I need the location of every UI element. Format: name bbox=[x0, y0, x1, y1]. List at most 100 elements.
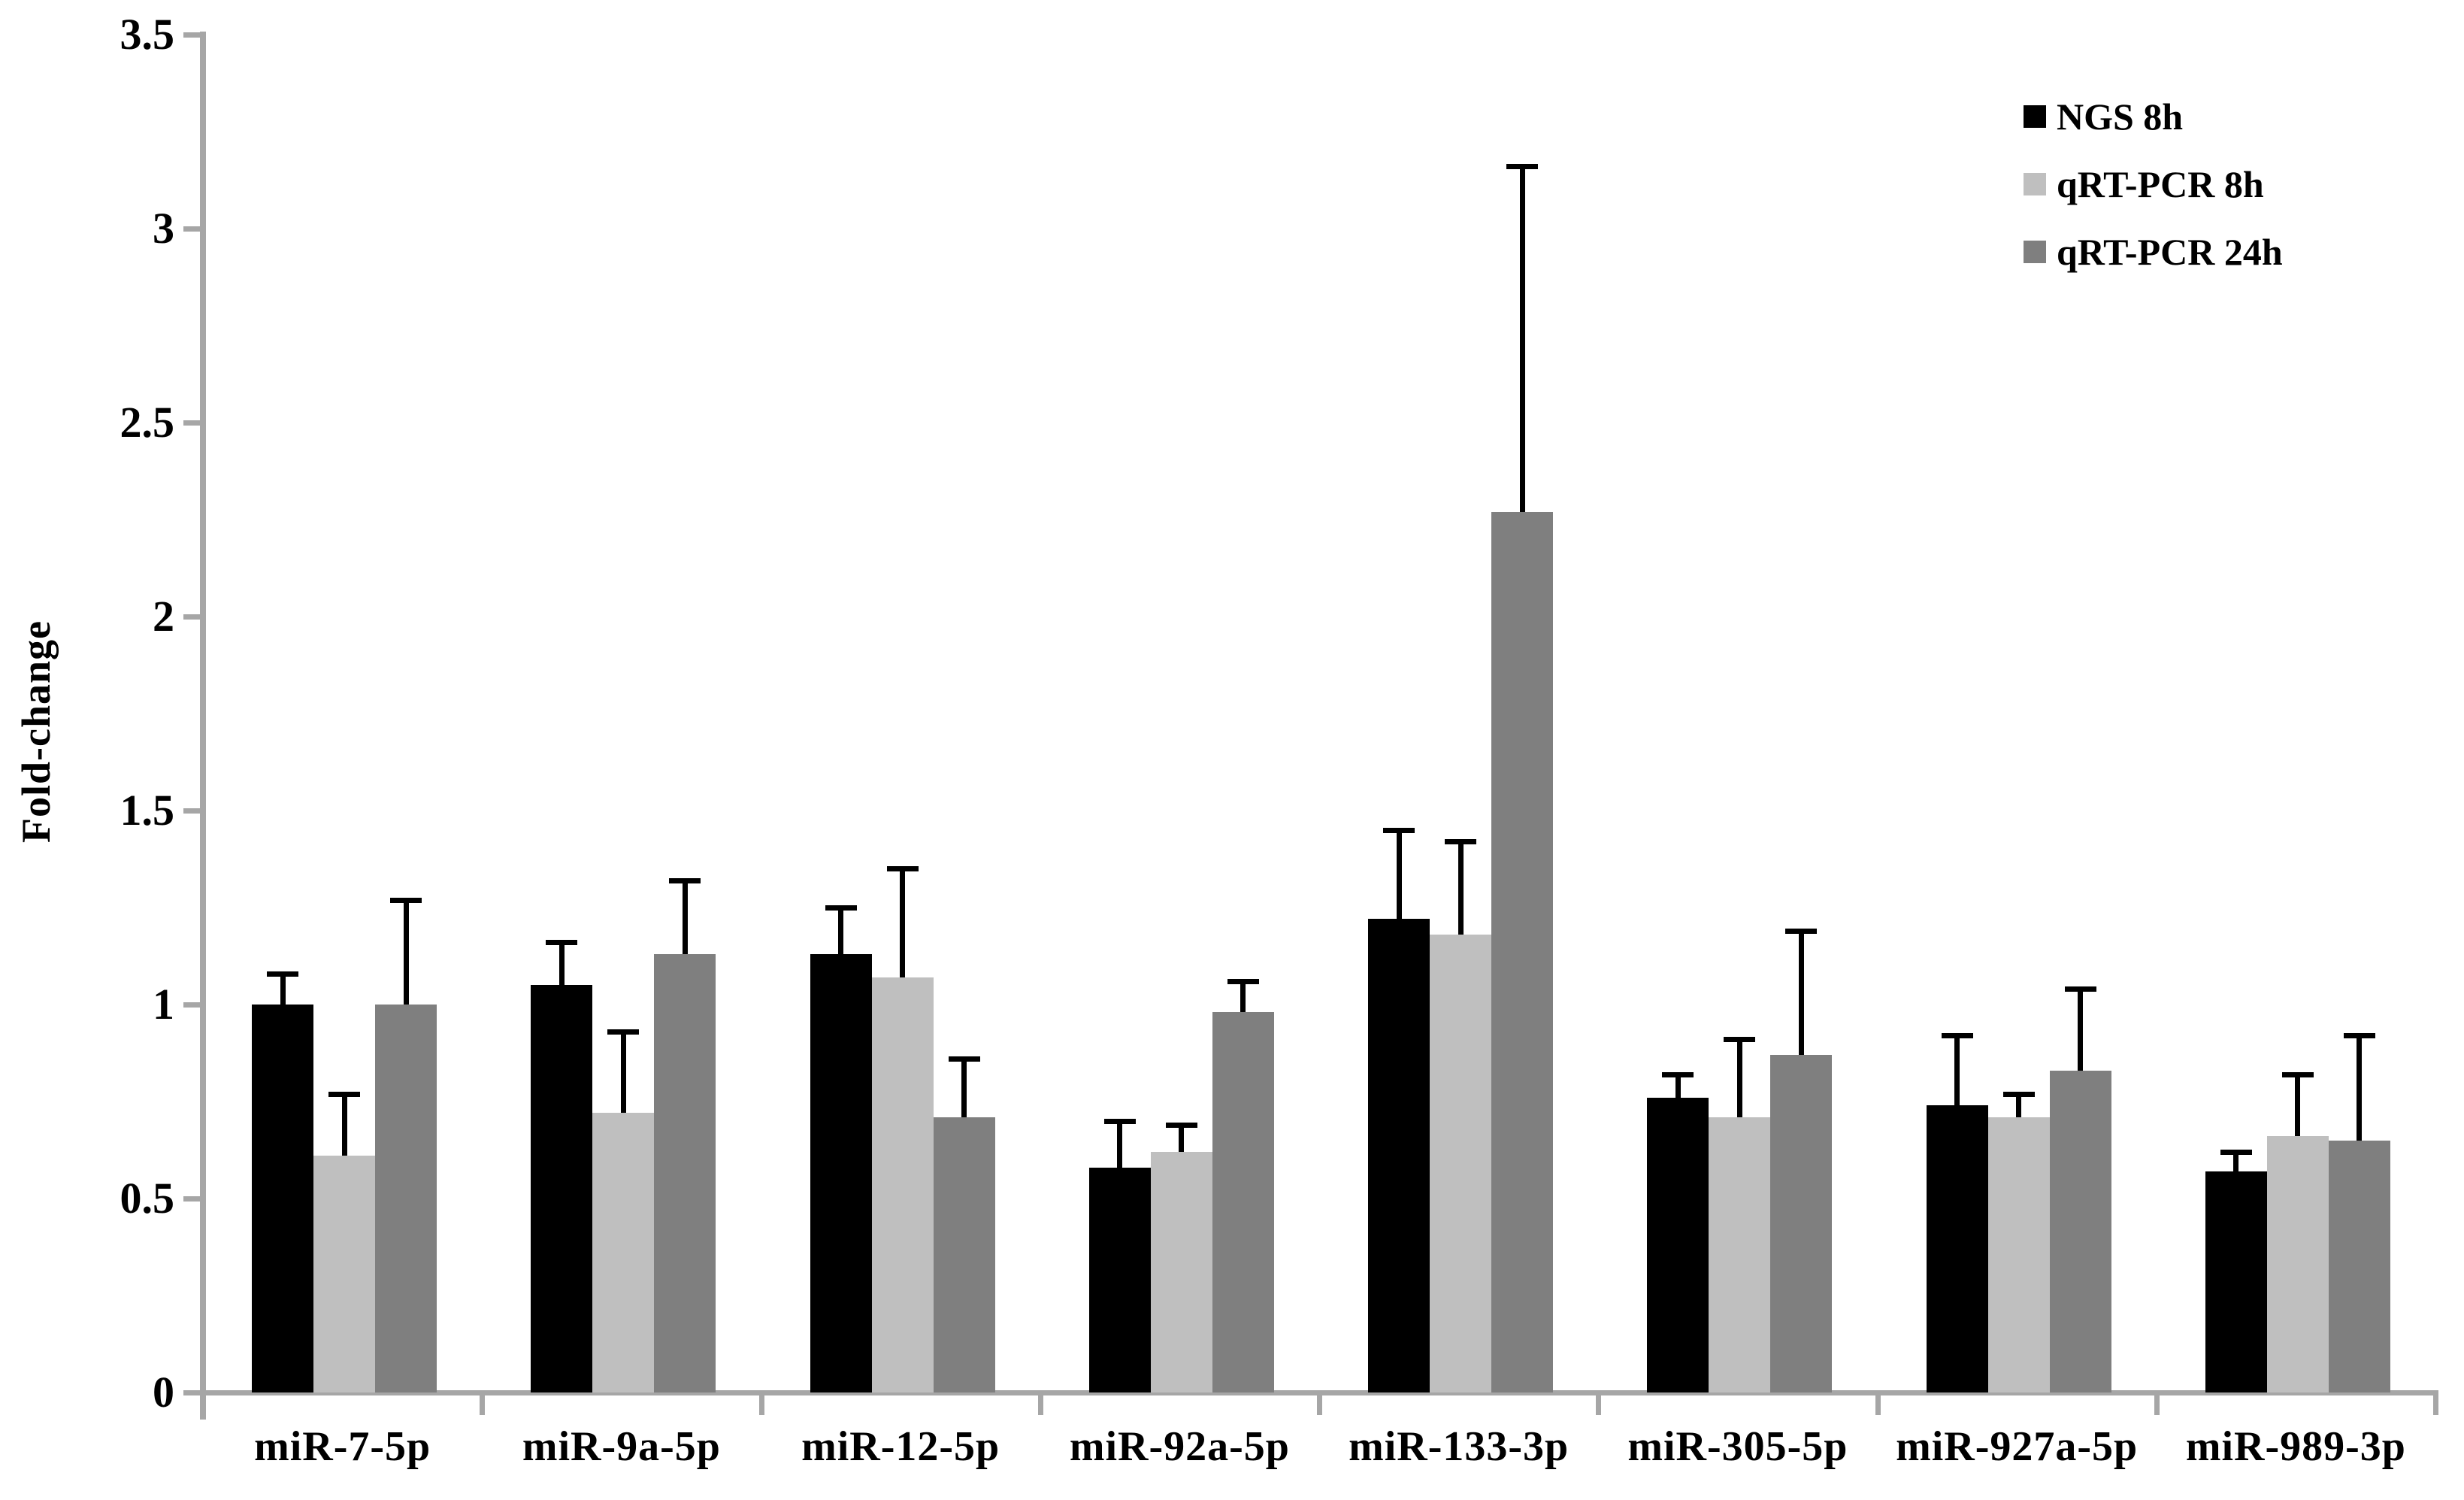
x-category-label: miR-133-3p bbox=[1349, 1423, 1570, 1470]
y-tick-label: 0 bbox=[153, 1368, 174, 1417]
bar bbox=[2205, 1171, 2267, 1392]
x-axis-line bbox=[183, 1390, 2438, 1395]
error-bar-line bbox=[341, 1093, 347, 1156]
error-bar-cap bbox=[607, 1029, 640, 1035]
error-bar-cap bbox=[2002, 1091, 2035, 1097]
x-category-label: miR-12-5p bbox=[801, 1423, 1000, 1470]
error-bar-line bbox=[1519, 166, 1525, 512]
bar bbox=[1368, 919, 1430, 1392]
x-category-label: miR-92a-5p bbox=[1069, 1423, 1290, 1470]
error-bar-line bbox=[2357, 1035, 2363, 1141]
error-bar-cap bbox=[546, 940, 578, 946]
bar bbox=[252, 1005, 313, 1392]
bar bbox=[810, 953, 872, 1392]
error-bar-line bbox=[1458, 841, 1464, 935]
error-bar-line bbox=[1396, 829, 1402, 920]
y-tick-mark bbox=[183, 420, 203, 426]
y-tick-label: 2 bbox=[153, 592, 174, 641]
error-bar-cap bbox=[1662, 1071, 1694, 1077]
error-bar-cap bbox=[948, 1056, 980, 1062]
x-boundary-tick bbox=[758, 1395, 764, 1415]
y-tick-label: 3 bbox=[153, 204, 174, 253]
x-boundary-tick bbox=[1037, 1395, 1043, 1415]
legend-swatch bbox=[2024, 173, 2046, 195]
x-category-label: miR-305-5p bbox=[1627, 1423, 1848, 1470]
error-bar-cap bbox=[825, 905, 857, 911]
bar bbox=[1770, 1055, 1833, 1392]
x-boundary-tick bbox=[1875, 1395, 1881, 1415]
bar bbox=[531, 985, 593, 1392]
error-bar-line bbox=[1798, 930, 1804, 1056]
error-bar-cap bbox=[2343, 1033, 2375, 1039]
error-bar-cap bbox=[267, 971, 298, 977]
bar bbox=[2049, 1070, 2111, 1392]
bar bbox=[313, 1156, 375, 1392]
y-tick-mark bbox=[183, 1002, 203, 1008]
y-tick-label: 3.5 bbox=[120, 10, 175, 59]
error-bar-line bbox=[1117, 1120, 1123, 1168]
bar bbox=[375, 1005, 437, 1392]
error-bar-cap bbox=[1445, 839, 1476, 845]
x-boundary-tick bbox=[1596, 1395, 1602, 1415]
bar bbox=[2328, 1140, 2390, 1392]
bar bbox=[1150, 1152, 1212, 1392]
legend-item: qRT-PCR 24h bbox=[2024, 230, 2283, 274]
x-boundary-tick bbox=[1317, 1395, 1322, 1415]
bar bbox=[933, 1117, 995, 1392]
error-bar-cap bbox=[390, 897, 422, 903]
bar bbox=[871, 977, 934, 1392]
error-bar-line bbox=[961, 1059, 967, 1117]
bar bbox=[2266, 1136, 2329, 1392]
y-tick-mark bbox=[183, 808, 203, 814]
x-category-label: miR-9a-5p bbox=[522, 1423, 721, 1470]
error-bar-line bbox=[2233, 1152, 2239, 1171]
y-tick-label: 0.5 bbox=[120, 1174, 175, 1223]
bar bbox=[1088, 1167, 1151, 1392]
y-tick-mark bbox=[183, 1196, 203, 1202]
error-bar-cap bbox=[328, 1091, 360, 1097]
error-bar-cap bbox=[1227, 979, 1259, 985]
y-tick-label: 1.5 bbox=[120, 786, 175, 835]
x-boundary-tick bbox=[2433, 1395, 2438, 1415]
error-bar-cap bbox=[2281, 1071, 2314, 1077]
error-bar-cap bbox=[1506, 164, 1538, 170]
legend: NGS 8h qRT-PCR 8h qRT-PCR 24h bbox=[2024, 95, 2283, 298]
error-bar-cap bbox=[1383, 827, 1415, 833]
error-bar-cap bbox=[1941, 1033, 1973, 1039]
bar bbox=[1987, 1117, 2050, 1392]
bar bbox=[654, 953, 716, 1392]
bar bbox=[1430, 935, 1491, 1392]
y-axis-line bbox=[200, 32, 206, 1420]
x-boundary-tick bbox=[480, 1395, 486, 1415]
y-tick-mark bbox=[183, 226, 203, 232]
error-bar-line bbox=[682, 880, 688, 954]
error-bar-line bbox=[1240, 981, 1246, 1013]
error-bar-line bbox=[2078, 989, 2083, 1071]
error-bar-cap bbox=[669, 877, 701, 883]
error-bar-line bbox=[2016, 1093, 2021, 1117]
bar bbox=[1709, 1117, 1771, 1392]
legend-swatch bbox=[2024, 105, 2046, 128]
error-bar-cap bbox=[2220, 1150, 2252, 1156]
x-category-label: miR-7-5p bbox=[254, 1423, 431, 1470]
error-bar-line bbox=[1954, 1035, 1960, 1106]
error-bar-cap bbox=[886, 866, 919, 872]
error-bar-line bbox=[620, 1032, 626, 1114]
error-bar-line bbox=[558, 942, 565, 986]
bar bbox=[1647, 1097, 1709, 1392]
error-bar-line bbox=[1736, 1039, 1742, 1117]
error-bar-line bbox=[838, 908, 843, 954]
legend-label: qRT-PCR 8h bbox=[2057, 163, 2264, 205]
legend-label: NGS 8h bbox=[2057, 95, 2184, 138]
error-bar-line bbox=[900, 868, 905, 977]
bar bbox=[592, 1113, 655, 1392]
bar bbox=[1491, 511, 1553, 1392]
bar bbox=[1926, 1105, 1988, 1392]
x-boundary-tick bbox=[2154, 1395, 2160, 1415]
legend-item: NGS 8h bbox=[2024, 95, 2283, 138]
legend-item: qRT-PCR 8h bbox=[2024, 162, 2283, 206]
error-bar-line bbox=[280, 973, 286, 1005]
legend-swatch bbox=[2024, 241, 2046, 263]
x-category-label: miR-989-3p bbox=[2185, 1423, 2406, 1470]
y-tick-mark bbox=[183, 32, 203, 38]
